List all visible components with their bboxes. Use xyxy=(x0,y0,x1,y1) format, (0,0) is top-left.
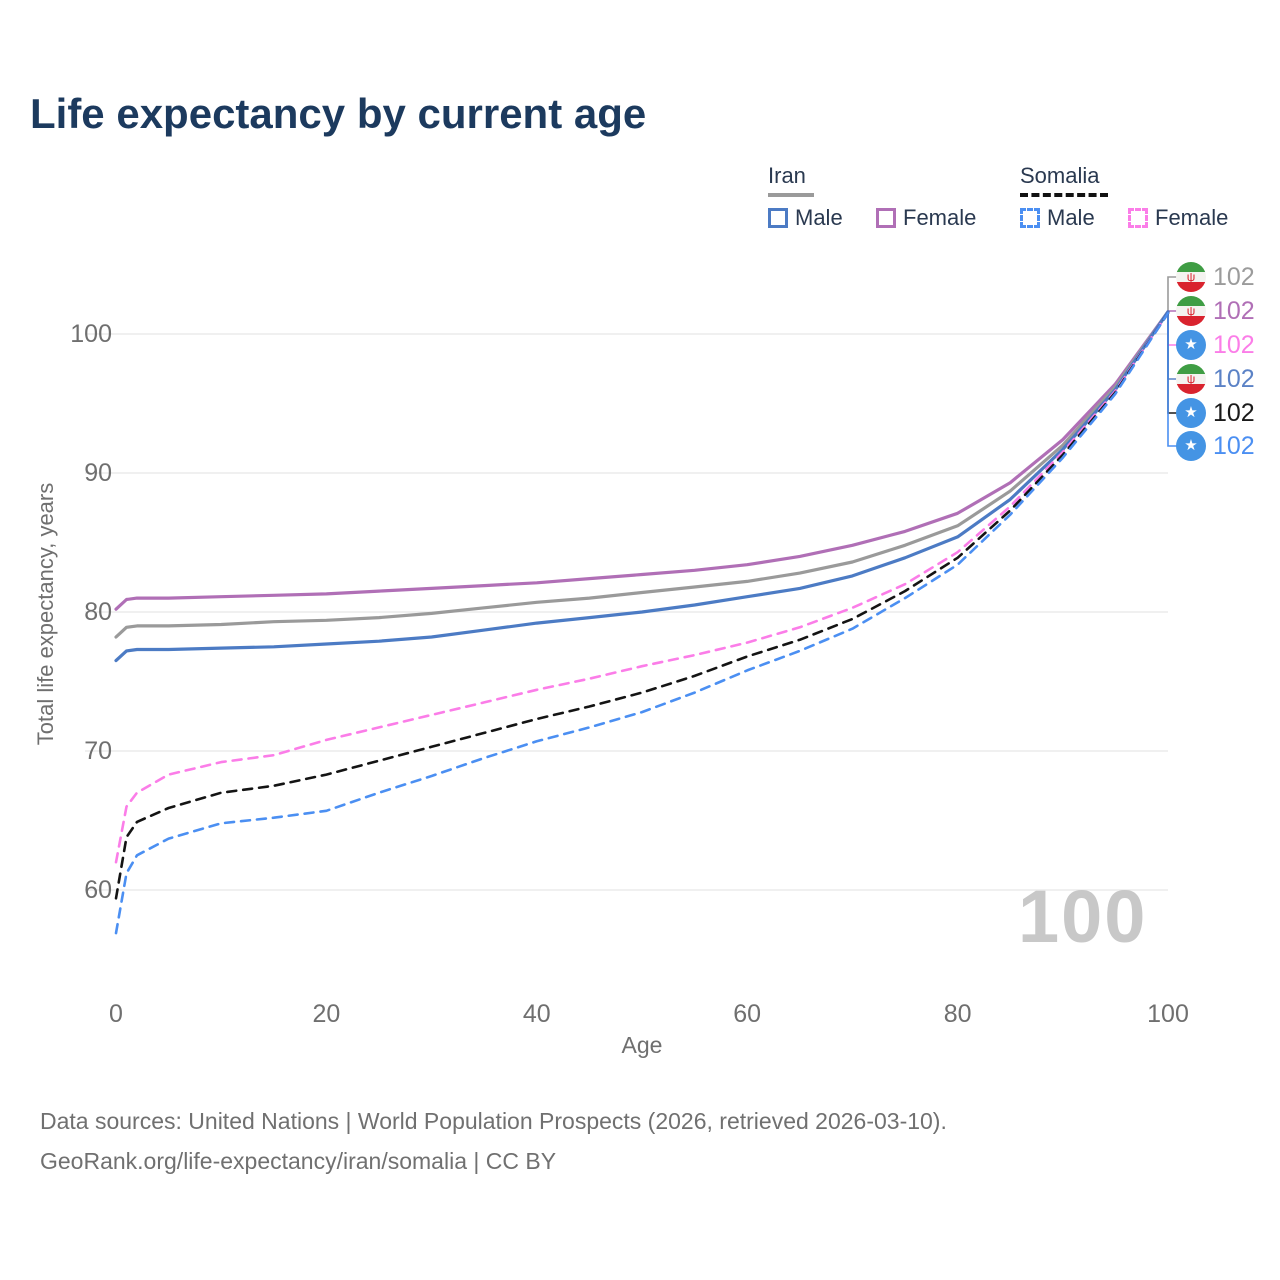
iran-flag-icon: ψ xyxy=(1176,296,1206,326)
somalia-male-swatch xyxy=(1020,208,1040,228)
legend-somalia-male-label: Male xyxy=(1047,205,1095,230)
y-tick-70: 70 xyxy=(84,737,112,765)
iran-female-swatch xyxy=(876,208,896,228)
end-label-value-somalia-female: 102 xyxy=(1213,330,1255,359)
y-axis-title: Total life expectancy, years xyxy=(33,482,58,746)
somalia-line-style-swatch xyxy=(1020,193,1108,197)
legend-item-iran-female[interactable]: Female xyxy=(876,205,976,231)
legend-group-somalia: Somalia xyxy=(1020,163,1108,197)
x-tick-20: 20 xyxy=(312,1000,340,1028)
legend-somalia-title: Somalia xyxy=(1020,163,1100,188)
page-title: Life expectancy by current age xyxy=(30,90,647,137)
iran-flag-icon: ψ xyxy=(1176,262,1206,292)
end-label-value-iran-average: 102 xyxy=(1213,262,1255,291)
somalia-flag-icon: ★ xyxy=(1176,431,1206,461)
legend-item-somalia-female[interactable]: Female xyxy=(1128,205,1228,231)
footer-data-sources: Data sources: United Nations | World Pop… xyxy=(40,1108,947,1134)
label-connector-somalia-male xyxy=(1167,313,1177,447)
end-label-iran-male[interactable]: ψ 102 xyxy=(1176,364,1255,394)
x-tick-80: 80 xyxy=(944,1000,972,1028)
label-connector-iran-average xyxy=(1167,276,1177,312)
end-label-somalia-average[interactable]: ★ 102 xyxy=(1176,398,1255,428)
series-line-iran-male[interactable] xyxy=(114,310,1170,663)
series-line-somalia-average[interactable] xyxy=(114,311,1170,900)
footer-attribution: GeoRank.org/life-expectancy/iran/somalia… xyxy=(40,1148,557,1174)
series-line-somalia-female[interactable] xyxy=(114,311,1170,864)
series-line-somalia-male[interactable] xyxy=(114,311,1170,935)
legend-iran-title: Iran xyxy=(768,163,806,188)
somalia-flag-icon: ★ xyxy=(1176,398,1206,428)
x-tick-60: 60 xyxy=(733,1000,761,1028)
y-tick-90: 90 xyxy=(84,459,112,487)
current-age-watermark: 100 xyxy=(1018,875,1148,958)
series-line-iran-average[interactable] xyxy=(114,310,1170,639)
x-tick-100: 100 xyxy=(1147,1000,1189,1028)
iran-line-style-swatch xyxy=(768,193,814,197)
legend-group-iran: Iran xyxy=(768,163,814,197)
x-axis-title: Age xyxy=(621,1032,663,1058)
legend-item-somalia-male[interactable]: Male xyxy=(1020,205,1095,231)
legend-iran-female-label: Female xyxy=(903,205,977,230)
end-label-value-somalia-average: 102 xyxy=(1213,398,1255,427)
end-label-value-iran-male: 102 xyxy=(1213,364,1255,393)
end-label-iran-female[interactable]: ψ 102 xyxy=(1176,296,1255,326)
y-tick-100: 100 xyxy=(70,320,112,348)
x-tick-40: 40 xyxy=(523,1000,551,1028)
end-label-value-iran-female: 102 xyxy=(1213,296,1255,325)
end-label-somalia-male[interactable]: ★ 102 xyxy=(1176,431,1255,461)
y-tick-60: 60 xyxy=(84,876,112,904)
end-label-somalia-female[interactable]: ★ 102 xyxy=(1176,330,1255,360)
legend-iran-male-label: Male xyxy=(795,205,843,230)
legend-item-iran-male[interactable]: Male xyxy=(768,205,843,231)
iran-flag-icon: ψ xyxy=(1176,364,1206,394)
x-tick-0: 0 xyxy=(109,1000,123,1028)
legend-somalia-female-label: Female xyxy=(1155,205,1229,230)
end-label-value-somalia-male: 102 xyxy=(1213,431,1255,460)
somalia-flag-icon: ★ xyxy=(1176,330,1206,360)
somalia-female-swatch xyxy=(1128,208,1148,228)
series-line-iran-female[interactable] xyxy=(114,310,1170,611)
end-label-iran-average[interactable]: ψ 102 xyxy=(1176,262,1255,292)
iran-male-swatch xyxy=(768,208,788,228)
y-tick-80: 80 xyxy=(84,598,112,626)
